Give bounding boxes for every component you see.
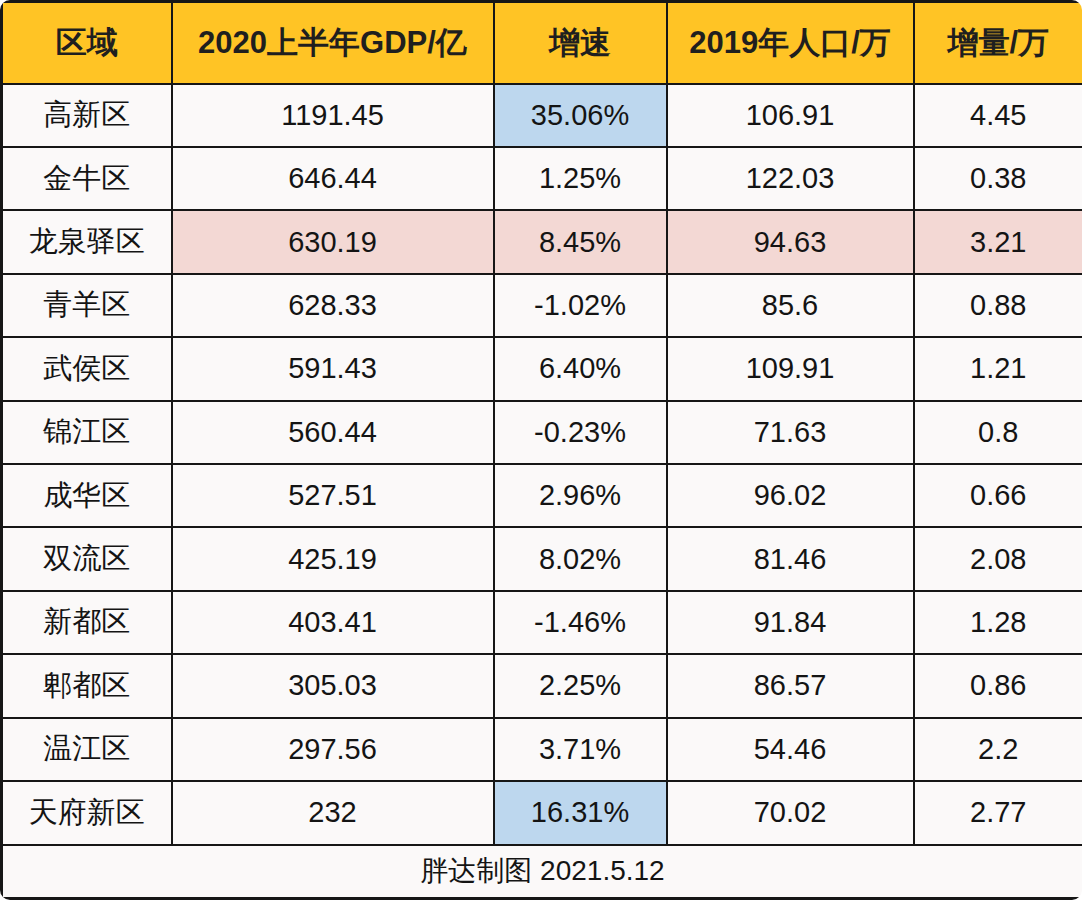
cell-population: 122.03 [667,147,914,210]
cell-growth: 6.40% [494,337,667,400]
cell-district: 锦江区 [2,401,172,464]
column-header-district: 区域 [2,2,172,84]
cell-growth: 1.25% [494,147,667,210]
cell-population: 54.46 [667,718,914,781]
cell-growth: -1.02% [494,274,667,337]
header-row: 区域2020上半年GDP/亿增速2019年人口/万增量/万 [2,2,1082,84]
cell-growth: 2.25% [494,654,667,717]
cell-district: 温江区 [2,718,172,781]
column-header-gdp: 2020上半年GDP/亿 [172,2,494,84]
cell-district: 高新区 [2,84,172,147]
cell-gdp: 527.51 [172,464,494,527]
table-row: 金牛区646.441.25%122.030.38 [2,147,1082,210]
cell-gdp: 630.19 [172,210,494,273]
gdp-table: 区域2020上半年GDP/亿增速2019年人口/万增量/万 高新区1191.45… [0,0,1082,900]
cell-population: 85.6 [667,274,914,337]
cell-increase: 3.21 [914,210,1082,273]
cell-population: 94.63 [667,210,914,273]
cell-gdp: 232 [172,781,494,845]
cell-gdp: 646.44 [172,147,494,210]
cell-district: 青羊区 [2,274,172,337]
cell-gdp: 1191.45 [172,84,494,147]
cell-increase: 0.66 [914,464,1082,527]
cell-gdp: 628.33 [172,274,494,337]
cell-gdp: 297.56 [172,718,494,781]
table-row: 天府新区23216.31%70.022.77 [2,781,1082,845]
cell-population: 71.63 [667,401,914,464]
cell-increase: 1.21 [914,337,1082,400]
cell-increase: 0.8 [914,401,1082,464]
cell-district: 成华区 [2,464,172,527]
cell-growth: 3.71% [494,718,667,781]
cell-gdp: 425.19 [172,527,494,590]
cell-gdp: 560.44 [172,401,494,464]
table-row: 成华区527.512.96%96.020.66 [2,464,1082,527]
cell-increase: 0.88 [914,274,1082,337]
cell-population: 96.02 [667,464,914,527]
cell-growth: 8.45% [494,210,667,273]
cell-increase: 0.86 [914,654,1082,717]
cell-growth: 8.02% [494,527,667,590]
table-row: 高新区1191.4535.06%106.914.45 [2,84,1082,147]
footer-row: 胖达制图 2021.5.12 [2,845,1082,899]
cell-gdp: 591.43 [172,337,494,400]
column-header-growth: 增速 [494,2,667,84]
cell-population: 86.57 [667,654,914,717]
cell-district: 金牛区 [2,147,172,210]
cell-increase: 0.38 [914,147,1082,210]
table-row: 龙泉驿区630.198.45%94.633.21 [2,210,1082,273]
cell-increase: 2.77 [914,781,1082,845]
table-row: 温江区297.563.71%54.462.2 [2,718,1082,781]
cell-district: 天府新区 [2,781,172,845]
table-footer-caption: 胖达制图 2021.5.12 [2,845,1082,899]
cell-growth: 35.06% [494,84,667,147]
cell-gdp: 403.41 [172,591,494,654]
cell-increase: 2.2 [914,718,1082,781]
cell-district: 双流区 [2,527,172,590]
cell-district: 武侯区 [2,337,172,400]
cell-district: 郫都区 [2,654,172,717]
cell-gdp: 305.03 [172,654,494,717]
cell-population: 81.46 [667,527,914,590]
cell-population: 91.84 [667,591,914,654]
table-row: 新都区403.41-1.46%91.841.28 [2,591,1082,654]
cell-increase: 4.45 [914,84,1082,147]
cell-growth: 16.31% [494,781,667,845]
table-row: 武侯区591.436.40%109.911.21 [2,337,1082,400]
column-header-population: 2019年人口/万 [667,2,914,84]
table-row: 郫都区305.032.25%86.570.86 [2,654,1082,717]
table-card: 区域2020上半年GDP/亿增速2019年人口/万增量/万 高新区1191.45… [0,0,1082,900]
table-row: 锦江区560.44-0.23%71.630.8 [2,401,1082,464]
table-row: 青羊区628.33-1.02%85.60.88 [2,274,1082,337]
cell-population: 106.91 [667,84,914,147]
column-header-increase: 增量/万 [914,2,1082,84]
cell-population: 70.02 [667,781,914,845]
cell-increase: 1.28 [914,591,1082,654]
cell-district: 新都区 [2,591,172,654]
cell-growth: 2.96% [494,464,667,527]
table-row: 双流区425.198.02%81.462.08 [2,527,1082,590]
cell-growth: -1.46% [494,591,667,654]
cell-district: 龙泉驿区 [2,210,172,273]
cell-growth: -0.23% [494,401,667,464]
cell-population: 109.91 [667,337,914,400]
cell-increase: 2.08 [914,527,1082,590]
